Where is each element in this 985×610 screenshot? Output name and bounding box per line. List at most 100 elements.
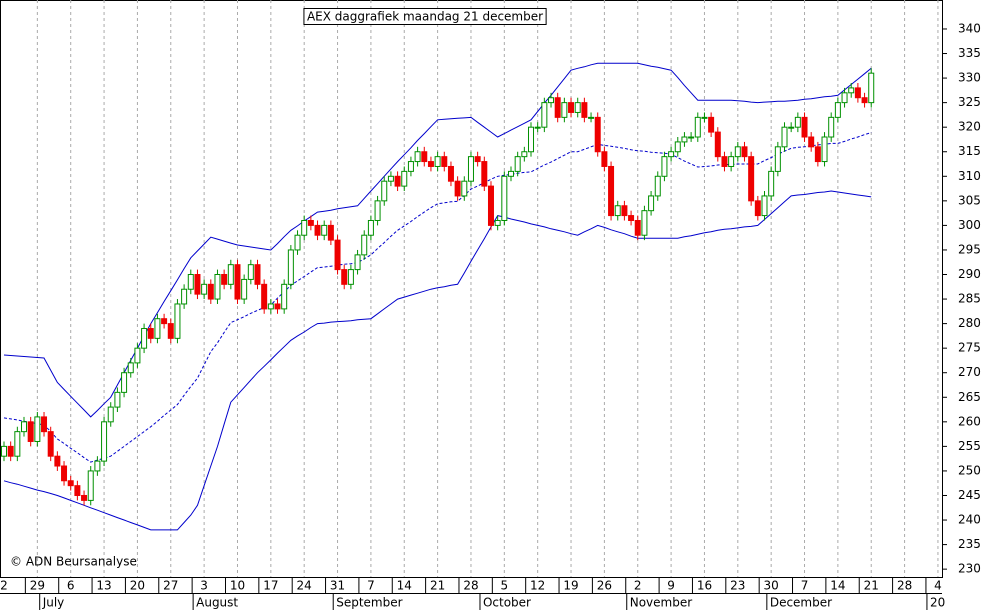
candle-body [367,219,374,236]
candle-body [14,431,21,457]
month-label: September [336,596,402,610]
y-tick-label: 320 [958,120,981,134]
candle-body [294,234,301,251]
month-label: July [42,596,65,610]
candle-body [41,416,48,433]
x-tick-label: 21 [864,579,879,593]
y-tick-label: 250 [958,463,981,477]
candle-body [834,102,841,118]
candle-body [861,97,868,104]
x-tick-label: 5 [501,579,509,593]
x-tick-label: 2 [634,579,642,593]
candle-body [554,97,561,118]
candle-body [434,156,441,167]
x-tick-label: 7 [801,579,809,593]
x-tick-label: 24 [297,579,312,593]
candle-body [234,264,241,300]
candle-body [447,165,454,182]
y-tick-label: 240 [958,513,981,527]
candle-body [641,210,648,236]
candle-body [854,87,861,99]
candle-body [61,465,68,482]
candle-body [574,102,581,113]
candle-body [207,283,214,300]
y-tick-label: 280 [958,316,981,330]
x-tick-label: 29 [30,579,45,593]
candle-body [634,219,641,236]
x-tick-label: 19 [563,579,578,593]
candle-body [754,200,761,217]
y-tick-label: 335 [958,46,981,60]
candle-body [654,175,661,197]
x-tick-label: 17 [263,579,278,593]
candle-body [681,136,688,143]
candle-body [714,131,721,158]
candle-body [521,151,528,158]
candle-body [7,445,14,457]
candle-body [674,141,681,153]
candle-body [94,460,101,472]
candle-body [648,195,655,212]
candle-body [381,180,388,202]
x-tick-label: 12 [530,579,545,593]
candle-body [507,170,514,177]
candle-body [868,72,875,104]
candle-body [548,97,555,104]
x-tick-label: 10 [230,579,245,593]
candle-body [141,328,148,349]
x-tick-label: 21 [430,579,445,593]
candle-body [841,92,848,104]
y-tick-label: 235 [958,537,981,551]
candle-body [354,254,361,271]
candle-body [107,406,114,423]
x-tick-label: 31 [330,579,345,593]
candle-body [101,421,108,462]
candle-body [81,494,88,501]
candle-body [708,116,715,133]
candle-body [561,102,568,118]
y-tick-label: 265 [958,390,981,404]
candle-body [341,269,348,285]
candle-body [461,180,468,197]
candle-body [748,156,755,202]
candle-body [741,146,748,158]
y-tick-label: 325 [958,95,981,109]
upper-band [3,62,872,418]
candle-body [821,136,828,163]
month-label: October [483,596,531,610]
candle-body [541,102,548,128]
candle-body [481,161,488,187]
candle-body [361,234,368,256]
candle-body [347,269,354,285]
candle-body [768,170,775,197]
candle-body [134,347,141,364]
y-tick-label: 255 [958,439,981,453]
candle-body [314,224,321,236]
plot-frame [0,0,943,578]
candle-body [701,116,708,119]
candle-body [494,219,501,226]
candle-body [221,274,228,285]
y-tick-label: 315 [958,144,981,158]
candle-body [721,156,728,167]
candle-body [154,318,161,339]
candle-body [267,303,274,310]
month-label: December [770,596,832,610]
candle-body [728,156,735,167]
candle-body [801,116,808,138]
month-label: August [196,596,238,610]
candle-body [374,200,381,221]
candle-body [121,372,128,393]
y-tick-label: 300 [958,218,981,232]
y-tick-label: 285 [958,292,981,306]
candle-body [281,283,288,310]
y-tick-label: 290 [958,267,981,281]
candle-body [161,318,168,325]
candle-body [814,146,821,163]
candle-body [127,362,134,374]
candle-body [487,185,494,226]
candle-body [734,146,741,158]
y-tick-label: 270 [958,365,981,379]
candle-body [274,303,281,310]
x-tick-label: 30 [764,579,779,593]
